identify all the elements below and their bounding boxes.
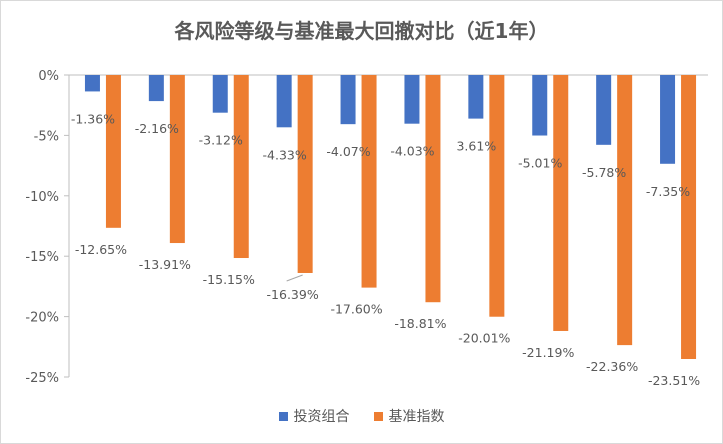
legend-item-portfolio: 投资组合 <box>278 406 350 426</box>
data-label-benchmark: -12.65% <box>75 242 127 257</box>
data-label-benchmark: -22.36% <box>586 359 638 374</box>
bar-portfolio <box>148 75 164 102</box>
legend-label-benchmark: 基准指数 <box>388 409 445 425</box>
bar-benchmark <box>617 75 633 346</box>
bar-benchmark <box>233 75 249 259</box>
bar-benchmark <box>361 75 377 288</box>
bar-benchmark <box>681 75 697 360</box>
y-tick-label: -25% <box>25 371 59 386</box>
y-tick-label: 0% <box>38 69 59 84</box>
bar-benchmark <box>553 75 569 331</box>
data-label-portfolio: 3.61% <box>456 139 496 154</box>
data-label-portfolio: -5.01% <box>518 156 562 171</box>
data-label-portfolio: -5.78% <box>582 165 626 180</box>
data-label-leader-line <box>286 274 303 282</box>
data-label-benchmark: -21.19% <box>522 345 574 360</box>
data-label-benchmark: -23.51% <box>648 373 700 388</box>
data-label-benchmark: -13.91% <box>139 257 191 272</box>
legend: 投资组合 基准指数 <box>1 406 722 426</box>
data-label-portfolio: -1.36% <box>71 111 115 126</box>
bar-portfolio <box>404 75 420 124</box>
bar-portfolio <box>212 75 228 113</box>
chart-title: 各风险等级与基准最大回撤对比（近1年） <box>174 19 549 43</box>
data-label-portfolio: -2.16% <box>135 121 179 136</box>
bar-portfolio <box>276 75 292 128</box>
bar-benchmark <box>169 75 185 244</box>
bar-portfolio <box>468 75 484 119</box>
bar-benchmark <box>297 75 313 273</box>
data-label-portfolio: -7.35% <box>646 184 690 199</box>
bar-benchmark <box>105 75 121 228</box>
y-tick-label: -20% <box>25 311 59 326</box>
bar-portfolio <box>84 75 100 92</box>
bar-portfolio <box>340 75 356 125</box>
data-label-portfolio: -4.03% <box>390 144 434 159</box>
data-label-benchmark: -15.15% <box>203 272 255 287</box>
y-tick-label: -5% <box>34 129 59 144</box>
data-label-benchmark: -20.01% <box>458 331 510 346</box>
legend-label-portfolio: 投资组合 <box>293 409 350 425</box>
legend-swatch-portfolio <box>278 411 288 421</box>
chart-plot: 0% -5% -10% -15% -20% -25% -1.36% -2.16% -3.12% -… <box>25 69 708 388</box>
bar-benchmark <box>425 75 441 303</box>
bar-portfolio <box>596 75 612 145</box>
y-tick-label: -15% <box>25 250 59 265</box>
data-label-portfolio: -4.07% <box>326 144 370 159</box>
bar-portfolio <box>660 75 676 164</box>
data-label-benchmark: -18.81% <box>394 316 446 331</box>
data-label-benchmark: -16.39% <box>267 287 319 302</box>
bar-portfolio <box>532 75 548 136</box>
data-label-benchmark: -17.60% <box>330 302 382 317</box>
y-tick-label: -10% <box>25 190 59 205</box>
bar-benchmark <box>489 75 505 317</box>
data-label-portfolio: -4.33% <box>263 147 307 162</box>
legend-item-benchmark: 基准指数 <box>373 406 445 426</box>
data-label-portfolio: -3.12% <box>199 133 243 148</box>
legend-swatch-benchmark <box>373 411 383 421</box>
